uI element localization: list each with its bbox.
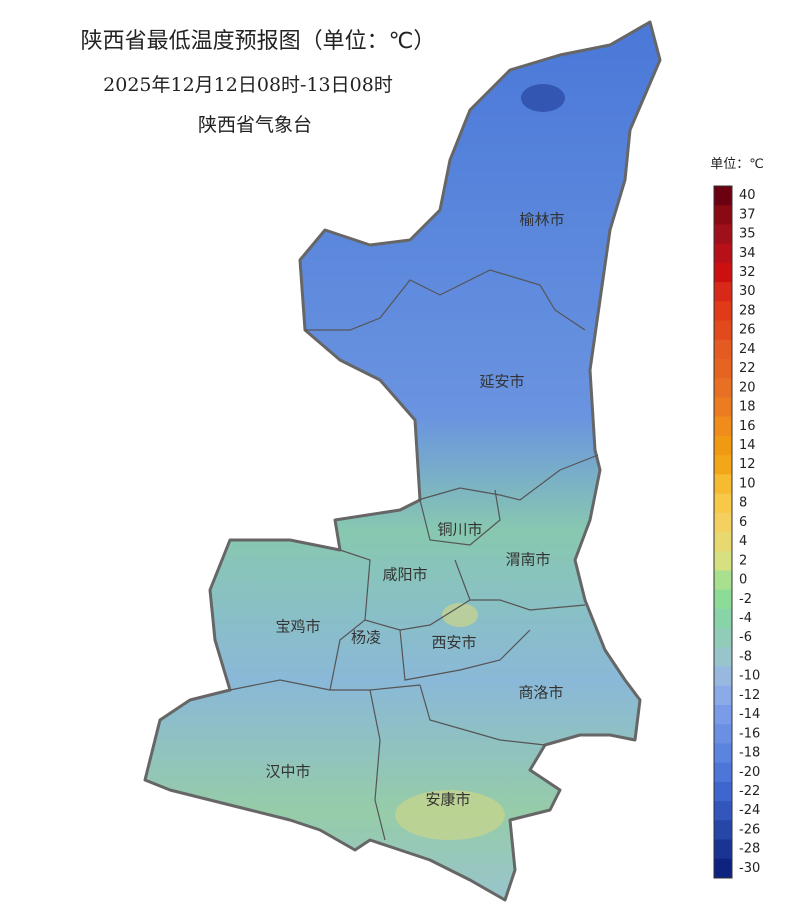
legend-tick-label: -6 xyxy=(739,630,752,645)
legend-swatch xyxy=(714,512,732,533)
legend-tick-label: 24 xyxy=(739,342,756,357)
legend-tick-label: 20 xyxy=(739,380,756,395)
legend-swatch xyxy=(714,628,732,648)
city-boundaries xyxy=(229,269,599,841)
legend-swatch xyxy=(714,262,732,283)
city-label: 榆林市 xyxy=(519,211,564,229)
legend-swatch xyxy=(714,224,732,245)
legend-swatch xyxy=(714,801,732,821)
province-outline xyxy=(143,20,662,902)
legend-swatch xyxy=(714,743,732,764)
legend-tick-label: -24 xyxy=(739,803,760,818)
legend-swatch xyxy=(714,647,732,668)
legend-tick-label: -2 xyxy=(739,592,752,607)
legend-swatch xyxy=(714,282,732,302)
legend-tick-label: -28 xyxy=(739,842,760,857)
legend-swatch xyxy=(714,359,732,379)
cold-core xyxy=(521,84,565,112)
legend-tick-label: 6 xyxy=(739,515,747,530)
legend-swatch xyxy=(714,858,732,879)
legend-tick-label: -18 xyxy=(739,746,760,761)
legend-tick-label: 28 xyxy=(739,303,756,318)
legend-swatch xyxy=(714,455,732,475)
legend-swatch xyxy=(714,301,732,322)
legend-swatch xyxy=(714,762,732,783)
legend-tick-label: 26 xyxy=(739,323,756,338)
legend-tick-label: -10 xyxy=(739,669,760,684)
issuer: 陕西省气象台 xyxy=(198,114,312,136)
city-label: 宝鸡市 xyxy=(275,618,320,636)
legend-tick-label: 35 xyxy=(739,227,756,242)
legend-tick-label: 12 xyxy=(739,457,756,472)
city-label: 咸阳市 xyxy=(382,566,427,584)
legend-tick-label: 22 xyxy=(739,361,756,376)
legend-swatch xyxy=(714,608,732,629)
legend-tick-label: -20 xyxy=(739,765,760,780)
legend-swatch xyxy=(714,339,732,360)
legend-swatch xyxy=(714,378,732,398)
legend-tick-label: 4 xyxy=(739,534,747,549)
city-label: 渭南市 xyxy=(505,551,550,569)
legend-swatch xyxy=(714,724,732,744)
legend-tick-label: -22 xyxy=(739,784,760,799)
legend-swatch xyxy=(714,839,732,860)
legend-tick-label: 18 xyxy=(739,400,756,415)
legend-tick-label: -26 xyxy=(739,822,760,837)
legend-swatch xyxy=(714,532,732,552)
legend-swatch xyxy=(714,205,732,225)
legend-tick-label: -4 xyxy=(739,611,752,626)
warm-area xyxy=(442,603,478,627)
legend-unit: 单位：℃ xyxy=(710,157,764,172)
city-label: 杨凌 xyxy=(351,629,381,647)
legend-tick-label: 37 xyxy=(739,207,756,222)
legend-swatch xyxy=(714,551,732,571)
legend-tick-label: -30 xyxy=(739,861,760,876)
legend-swatch xyxy=(714,589,732,610)
legend-swatch xyxy=(714,474,732,495)
legend-tick-label: 34 xyxy=(739,246,756,261)
legend-swatch xyxy=(714,397,732,418)
legend-tick-label: 30 xyxy=(739,284,756,299)
legend-swatch xyxy=(714,416,732,437)
legend-tick-label: 32 xyxy=(739,265,756,280)
legend-swatch xyxy=(714,493,732,514)
legend-tick-label: 8 xyxy=(739,496,747,511)
city-label: 铜川市 xyxy=(437,521,482,539)
legend-tick-label: 40 xyxy=(739,188,756,203)
legend-tick-label: -12 xyxy=(739,688,760,703)
city-label: 商洛市 xyxy=(518,684,563,702)
legend-frame xyxy=(713,185,733,879)
legend-swatch xyxy=(714,781,732,802)
legend-tick-label: 10 xyxy=(739,476,756,491)
legend-swatch xyxy=(714,685,732,706)
city-label: 汉中市 xyxy=(265,763,310,781)
legend-swatch xyxy=(714,705,732,725)
legend-tick-label: 0 xyxy=(739,573,747,588)
subtitle: 2025年12月12日08时-13日08时 xyxy=(103,74,393,96)
legend-tick-label: 2 xyxy=(739,553,747,568)
legend-swatch xyxy=(714,243,732,264)
legend-tick-label: -8 xyxy=(739,649,752,664)
legend-swatch xyxy=(714,570,732,591)
legend-tick-label: 14 xyxy=(739,438,756,453)
city-label: 安康市 xyxy=(425,791,470,809)
title: 陕西省最低温度预报图（单位：℃） xyxy=(81,29,436,54)
warm-area xyxy=(395,790,505,840)
legend-swatch xyxy=(714,666,732,687)
legend-tick-label: 16 xyxy=(739,419,756,434)
legend-tick-label: -16 xyxy=(739,726,760,741)
legend-swatch xyxy=(714,435,732,456)
legend-swatch xyxy=(714,820,732,841)
city-label: 西安市 xyxy=(431,634,476,652)
city-label: 延安市 xyxy=(479,373,524,391)
legend-tick-label: -14 xyxy=(739,707,760,722)
legend-swatch xyxy=(714,186,732,206)
legend-swatch xyxy=(714,320,732,341)
